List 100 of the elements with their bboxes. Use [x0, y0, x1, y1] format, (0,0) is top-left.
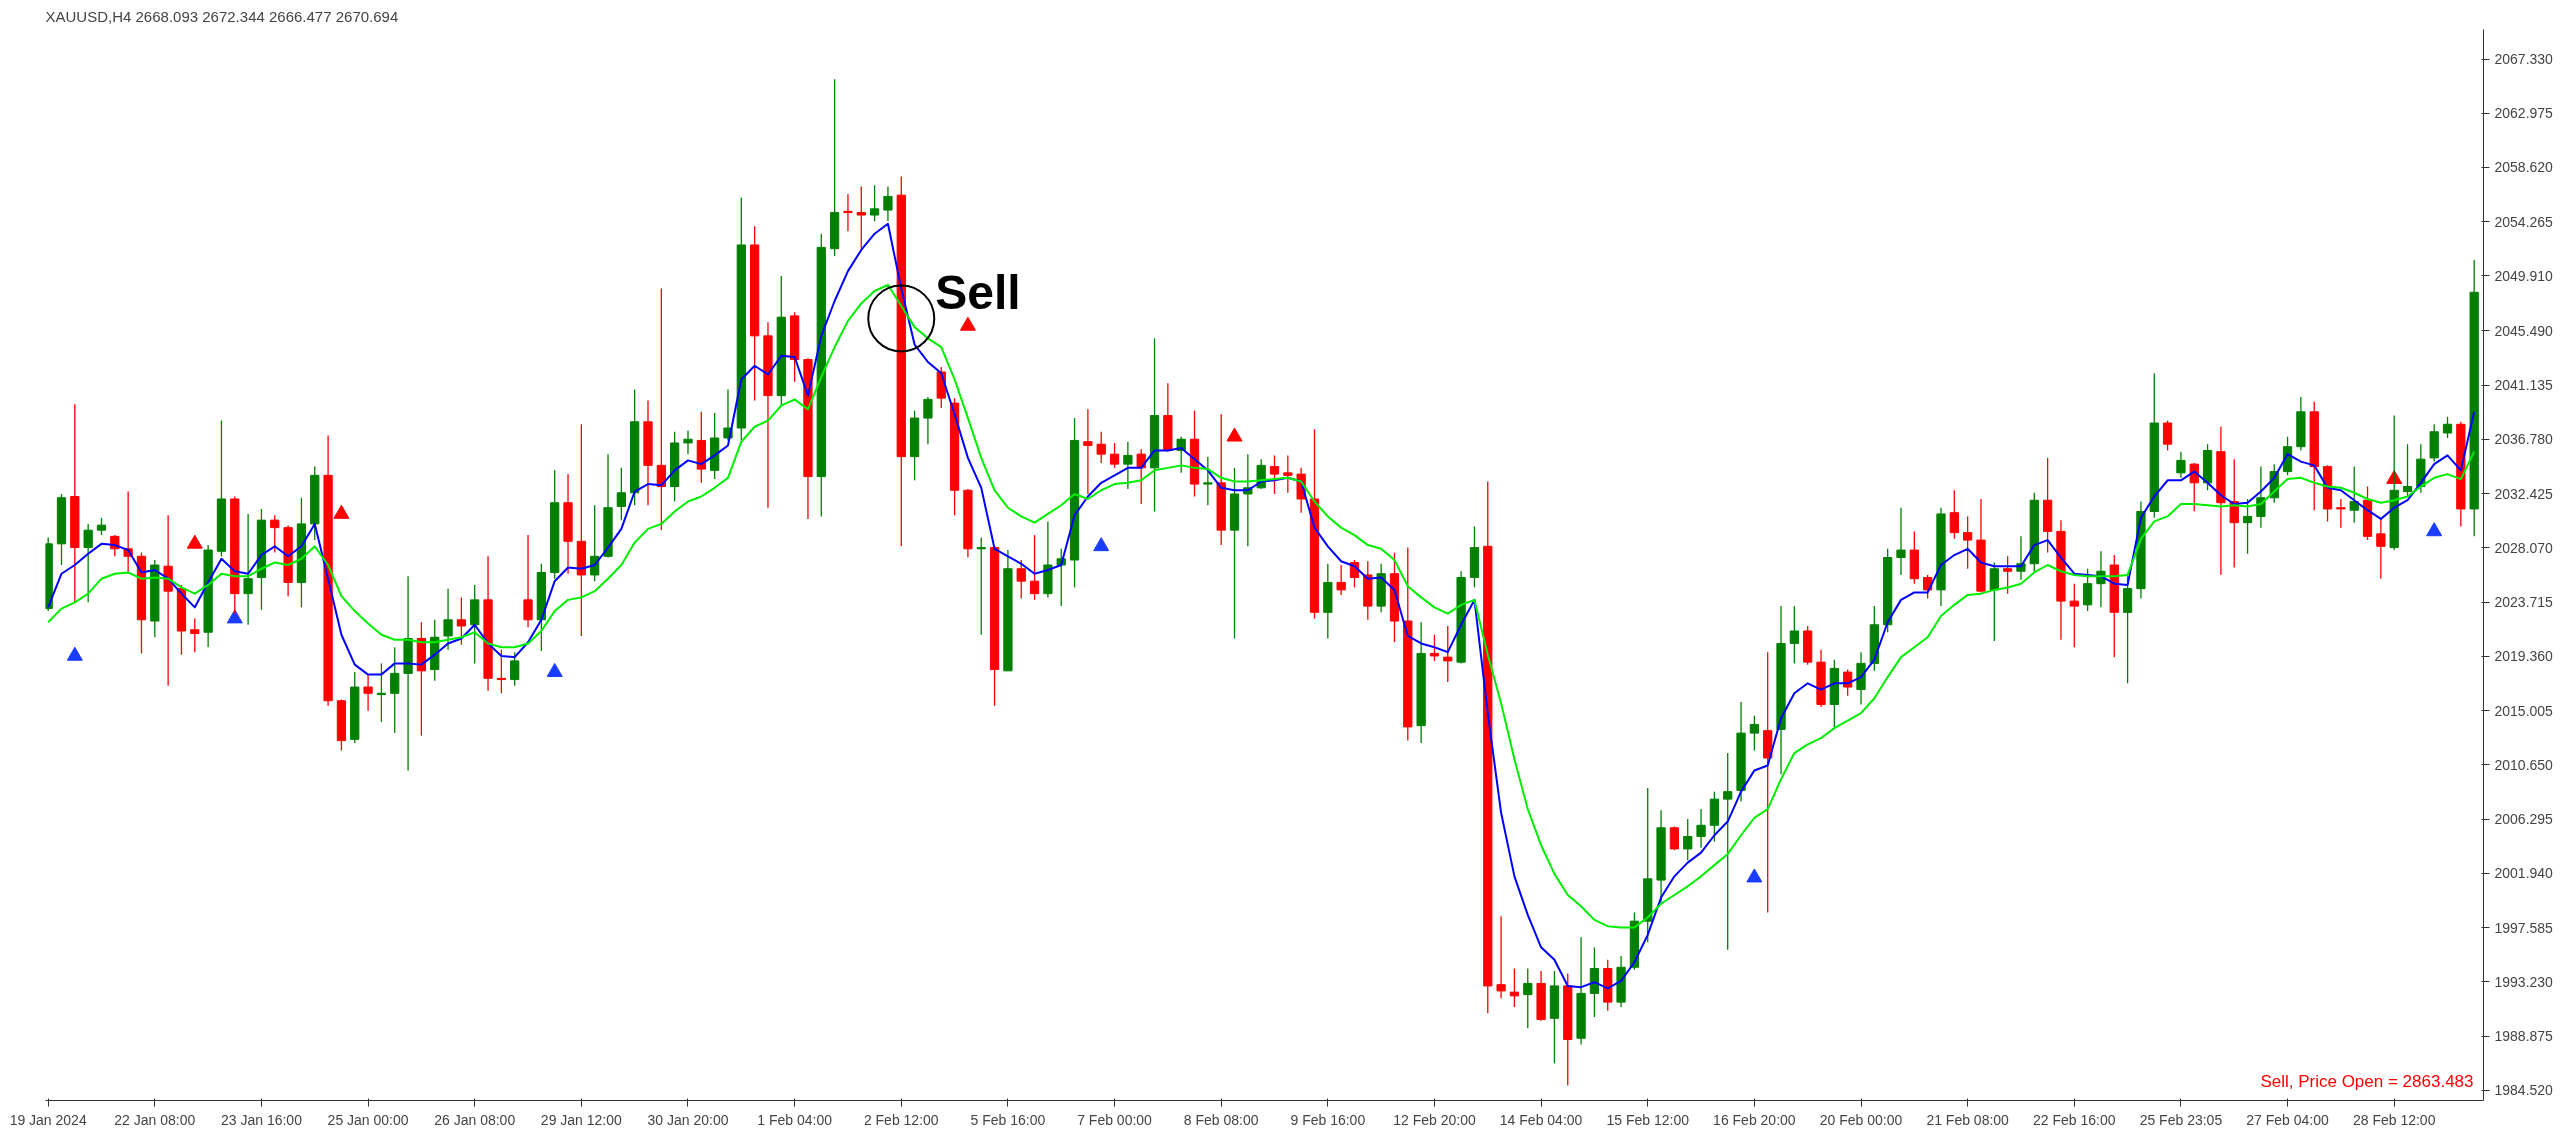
candlestick — [1696, 808, 1706, 849]
x-tick-label: 27 Feb 04:00 — [2246, 1111, 2330, 1128]
y-tick-label: 2049.910 — [2494, 267, 2554, 284]
x-tick-label: 25 Feb 23:05 — [2139, 1111, 2223, 1128]
candlestick — [83, 523, 93, 604]
point — [1746, 868, 1763, 883]
y-tick-label: 1993.230 — [2494, 973, 2554, 990]
chart-title: XAUUSD,H4 2668.093 2672.344 2666.477 2670.694 — [45, 7, 399, 25]
candlestick — [1269, 454, 1280, 495]
candlestick — [616, 467, 626, 521]
candlestick — [1336, 564, 1346, 596]
y-tick-label: 2041.135 — [2494, 377, 2554, 394]
candlestick — [1509, 967, 1520, 1008]
x-tick-label: 7 Feb 00:00 — [1077, 1111, 1153, 1128]
candlestick — [1989, 561, 1999, 642]
y-tick-label: 2036.780 — [2494, 431, 2554, 448]
candlestick — [2402, 443, 2413, 498]
y-tick-label: 2054.265 — [2494, 213, 2554, 230]
candlestick — [1896, 507, 1906, 576]
candlestick — [390, 646, 400, 734]
candlestick — [1429, 634, 1440, 662]
y-tick-label: 2023.715 — [2494, 594, 2554, 611]
candlestick — [1496, 915, 1506, 1000]
x-tick-label: 12 Feb 20:00 — [1393, 1111, 1476, 1128]
candlestick — [976, 536, 986, 636]
y-tick-label: 1997.585 — [2494, 919, 2554, 936]
point — [1226, 427, 1243, 442]
candlestick — [1016, 559, 1026, 600]
point — [226, 609, 243, 624]
candlestick — [376, 662, 387, 723]
x-tick-label: 1 Feb 04:00 — [757, 1111, 833, 1128]
y-tick-label: 1988.875 — [2494, 1028, 2554, 1045]
y-tick-label: 2006.295 — [2494, 811, 2554, 828]
candlestick — [2229, 458, 2239, 569]
x-tick-label: 21 Feb 08:00 — [1926, 1111, 2010, 1128]
point — [959, 316, 976, 331]
point — [333, 504, 350, 519]
point — [1093, 537, 1110, 552]
x-tick-label: 30 Jan 20:00 — [647, 1111, 729, 1128]
candlestick — [1723, 752, 1733, 951]
y-tick-label: 2001.940 — [2494, 865, 2554, 882]
candlestick — [1029, 534, 1040, 601]
candlestick — [510, 651, 520, 687]
candlestick — [1949, 489, 1959, 540]
candlestick — [496, 649, 507, 694]
candlestick — [1749, 715, 1759, 752]
point — [2426, 522, 2443, 537]
candlestick — [2242, 498, 2253, 555]
candlestick — [843, 193, 853, 232]
candlestick — [270, 514, 280, 554]
candlestick — [190, 617, 200, 653]
point — [66, 646, 83, 661]
point — [186, 534, 203, 549]
point — [546, 662, 563, 677]
candlestick — [2349, 465, 2359, 524]
candlestick — [923, 396, 933, 445]
x-tick-label: 22 Jan 08:00 — [114, 1111, 196, 1128]
candlestick — [856, 185, 866, 250]
x-tick-label: 14 Feb 04:00 — [1499, 1111, 1583, 1128]
candlestick — [1523, 967, 1533, 1029]
candlestick — [2176, 451, 2186, 479]
candlestick — [1443, 625, 1453, 683]
x-tick-label: 9 Feb 16:00 — [1290, 1111, 1366, 1128]
x-tick-label: 8 Feb 08:00 — [1183, 1111, 1259, 1128]
candlestick — [2336, 498, 2346, 529]
x-tick-label: 20 Feb 00:00 — [1819, 1111, 1903, 1128]
candlestick — [1763, 651, 1773, 914]
x-tick-label: 19 Jan 2024 — [9, 1111, 87, 1128]
y-tick-label: 2019.360 — [2494, 648, 2554, 665]
candlestick — [456, 596, 467, 646]
candlestick — [2069, 583, 2079, 648]
candlestick — [683, 429, 693, 455]
y-tick-label: 2058.620 — [2494, 159, 2554, 176]
x-tick-label: 16 Feb 20:00 — [1713, 1111, 1796, 1128]
annotation: Sell, Price Open = 2863.483 — [2260, 1071, 2474, 1091]
y-tick-label: 2062.975 — [2494, 105, 2554, 122]
x-tick-label: 26 Jan 08:00 — [434, 1111, 516, 1128]
candlestick — [1096, 431, 1106, 464]
candlestick — [243, 513, 253, 626]
candlestick — [523, 534, 533, 628]
candlestick — [1283, 454, 1293, 494]
candlestick — [1789, 605, 1799, 665]
candlestick — [1123, 441, 1133, 490]
x-tick-label: 5 Feb 16:00 — [970, 1111, 1046, 1128]
line-series — [47, 222, 2476, 990]
y-tick-label: 1984.520 — [2494, 1082, 2554, 1099]
candlestick — [1963, 515, 1973, 570]
x-tick-label: 29 Jan 12:00 — [540, 1111, 623, 1128]
candlestick — [2376, 517, 2386, 580]
x-tick-label: 25 Jan 00:00 — [327, 1111, 409, 1128]
candlestick — [1083, 408, 1093, 495]
y-tick-label: 2010.650 — [2494, 756, 2554, 773]
candlestick — [443, 588, 453, 651]
y-tick-label: 2032.425 — [2494, 485, 2554, 502]
candlestick — [1136, 448, 1146, 505]
candlestick — [869, 184, 880, 222]
y-tick-label: 2067.330 — [2494, 51, 2554, 68]
y-tick-label: 2015.005 — [2494, 702, 2554, 719]
x-tick-label: 2 Feb 12:00 — [863, 1111, 939, 1128]
candlestick — [1109, 442, 1120, 469]
